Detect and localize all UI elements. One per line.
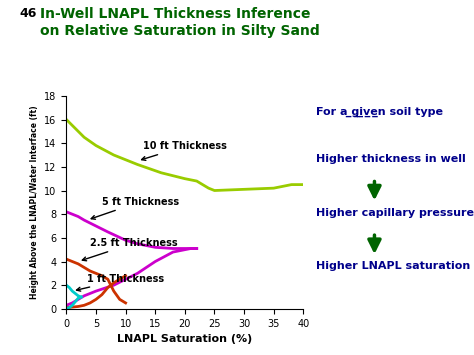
Text: Higher LNAPL saturation: Higher LNAPL saturation [317,261,471,271]
Text: 1 ft Thickness: 1 ft Thickness [76,274,164,291]
Y-axis label: Height Above the LNAPL/Water Interface (ft): Height Above the LNAPL/Water Interface (… [30,105,39,299]
Text: Higher capillary pressure: Higher capillary pressure [317,208,474,218]
Text: 46: 46 [19,7,36,20]
Text: Higher thickness in well: Higher thickness in well [317,154,466,164]
Text: 2.5 ft Thickness: 2.5 ft Thickness [82,238,178,261]
Text: In-Well LNAPL Thickness Inference
on Relative Saturation in Silty Sand: In-Well LNAPL Thickness Inference on Rel… [40,7,320,38]
Text: 5 ft Thickness: 5 ft Thickness [91,197,179,219]
X-axis label: LNAPL Saturation (%): LNAPL Saturation (%) [117,334,253,344]
Text: For a ̲g̲i̲v̲e̲n soil type: For a ̲g̲i̲v̲e̲n soil type [317,107,443,117]
Text: Interpreting In-well Thickness: Interpreting In-well Thickness [6,190,11,296]
Text: 10 ft Thickness: 10 ft Thickness [142,141,227,160]
